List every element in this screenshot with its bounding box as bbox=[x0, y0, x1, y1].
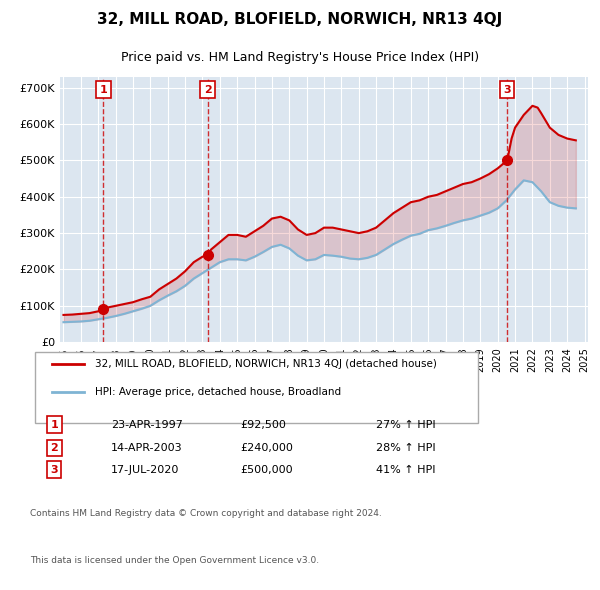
Text: 1: 1 bbox=[100, 84, 107, 94]
Text: 1: 1 bbox=[50, 419, 58, 430]
Text: £92,500: £92,500 bbox=[241, 419, 286, 430]
Text: 41% ↑ HPI: 41% ↑ HPI bbox=[376, 464, 435, 474]
Text: 27% ↑ HPI: 27% ↑ HPI bbox=[376, 419, 435, 430]
Text: 17-JUL-2020: 17-JUL-2020 bbox=[111, 464, 179, 474]
Text: This data is licensed under the Open Government Licence v3.0.: This data is licensed under the Open Gov… bbox=[30, 556, 319, 565]
Text: £240,000: £240,000 bbox=[241, 443, 293, 453]
Text: 3: 3 bbox=[503, 84, 511, 94]
Text: Contains HM Land Registry data © Crown copyright and database right 2024.: Contains HM Land Registry data © Crown c… bbox=[30, 509, 382, 518]
Text: 14-APR-2003: 14-APR-2003 bbox=[111, 443, 182, 453]
Text: 2: 2 bbox=[50, 443, 58, 453]
Text: HPI: Average price, detached house, Broadland: HPI: Average price, detached house, Broa… bbox=[95, 386, 341, 396]
Text: 2: 2 bbox=[204, 84, 212, 94]
Text: 32, MILL ROAD, BLOFIELD, NORWICH, NR13 4QJ (detached house): 32, MILL ROAD, BLOFIELD, NORWICH, NR13 4… bbox=[95, 359, 437, 369]
Text: 3: 3 bbox=[50, 464, 58, 474]
Text: 23-APR-1997: 23-APR-1997 bbox=[111, 419, 183, 430]
FancyBboxPatch shape bbox=[35, 352, 478, 422]
Text: 32, MILL ROAD, BLOFIELD, NORWICH, NR13 4QJ: 32, MILL ROAD, BLOFIELD, NORWICH, NR13 4… bbox=[97, 12, 503, 27]
Text: £500,000: £500,000 bbox=[241, 464, 293, 474]
Text: 28% ↑ HPI: 28% ↑ HPI bbox=[376, 443, 435, 453]
Text: Price paid vs. HM Land Registry's House Price Index (HPI): Price paid vs. HM Land Registry's House … bbox=[121, 51, 479, 64]
